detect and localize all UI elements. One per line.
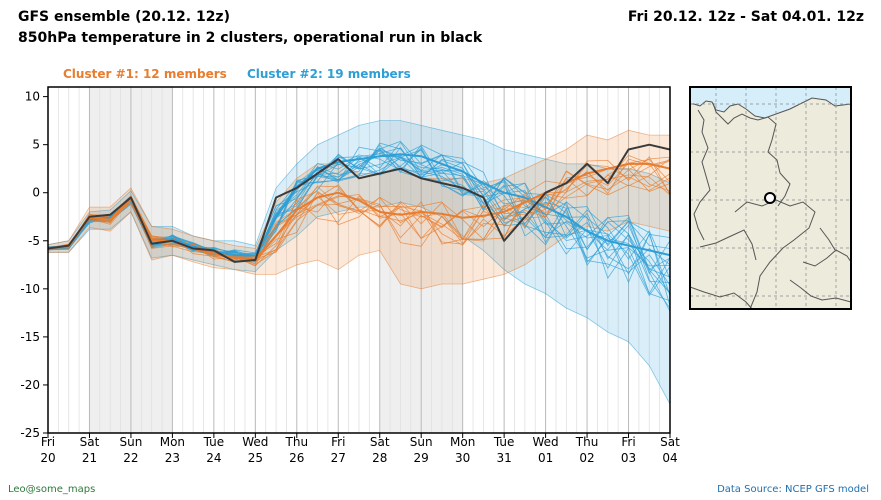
y-tick-label: 10 (25, 90, 40, 104)
x-tick-day: Wed (242, 435, 268, 449)
x-tick-day: Thu (285, 435, 309, 449)
y-tick-label: -25 (20, 426, 40, 440)
operational-run-line (48, 143, 670, 263)
cluster-1-member-line (48, 170, 670, 265)
x-tick-date: 04 (662, 451, 677, 465)
x-tick-day: Sun (120, 435, 143, 449)
x-tick-day: Fri (331, 435, 345, 449)
map-borders (690, 102, 851, 309)
x-tick-day: Sun (410, 435, 433, 449)
x-tick-date: 20 (40, 451, 55, 465)
x-tick-date: 23 (165, 451, 180, 465)
x-tick-date: 22 (123, 451, 138, 465)
legend-cluster-2: Cluster #2: 19 members (246, 67, 411, 81)
y-tick-label: 5 (32, 138, 40, 152)
x-tick-date: 29 (414, 451, 429, 465)
x-tick-date: 02 (579, 451, 594, 465)
location-marker (764, 192, 776, 204)
x-tick-date: 31 (496, 451, 511, 465)
chart-title: GFS ensemble (20.12. 12z) (18, 9, 230, 25)
x-tick-day: Wed (533, 435, 559, 449)
x-axis: Fri 20 Sat 21 Sun 22 Mon 23 Tue 24 Wed 25 Thu 26 Fri 27… (40, 433, 680, 465)
data-source: Data Source: NCEP GFS model (717, 484, 869, 495)
x-tick-day: Mon (160, 435, 185, 449)
x-tick-date: 27 (331, 451, 346, 465)
chart-subtitle: 850hPa temperature in 2 clusters, operat… (18, 30, 483, 46)
cluster-2-member-line (48, 146, 670, 294)
x-tick-date: 30 (455, 451, 470, 465)
y-tick-label: -15 (20, 330, 40, 344)
y-tick-label: -20 (20, 378, 40, 392)
y-tick-label: 0 (32, 186, 40, 200)
y-tick-label: -10 (20, 282, 40, 296)
x-tick-day: Fri (41, 435, 55, 449)
x-tick-date: 25 (248, 451, 263, 465)
x-tick-day: Thu (575, 435, 599, 449)
x-tick-date: 24 (206, 451, 221, 465)
cluster-1-member-line (48, 158, 670, 267)
legend-cluster-1: Cluster #1: 12 members (63, 67, 227, 81)
x-tick-day: Sat (370, 435, 390, 449)
y-axis: 10 5 0 -5 -10 -15 -20 -25 (20, 90, 48, 440)
x-tick-date: 21 (82, 451, 97, 465)
y-tick-label: -5 (28, 234, 40, 248)
x-tick-day: Sat (660, 435, 680, 449)
x-tick-day: Tue (493, 435, 515, 449)
map-sea (690, 87, 851, 119)
x-tick-day: Tue (203, 435, 225, 449)
series-lines (48, 143, 670, 263)
forecast-period: Fri 20.12. 12z - Sat 04.01. 12z (627, 9, 864, 25)
x-tick-date: 28 (372, 451, 387, 465)
legend: Cluster #1: 12 members Cluster #2: 19 me… (63, 67, 427, 81)
x-tick-date: 26 (289, 451, 304, 465)
cluster-1-member-line (48, 160, 670, 260)
x-tick-date: 01 (538, 451, 553, 465)
x-tick-day: Sat (80, 435, 100, 449)
map-frame (689, 86, 852, 310)
x-tick-day: Fri (621, 435, 635, 449)
x-tick-day: Mon (450, 435, 475, 449)
cluster-1-member-line (48, 154, 670, 263)
plot-frame (47, 86, 671, 434)
location-map (689, 86, 852, 310)
author-credit: Leo@some_maps (8, 484, 96, 495)
x-tick-date: 03 (621, 451, 636, 465)
